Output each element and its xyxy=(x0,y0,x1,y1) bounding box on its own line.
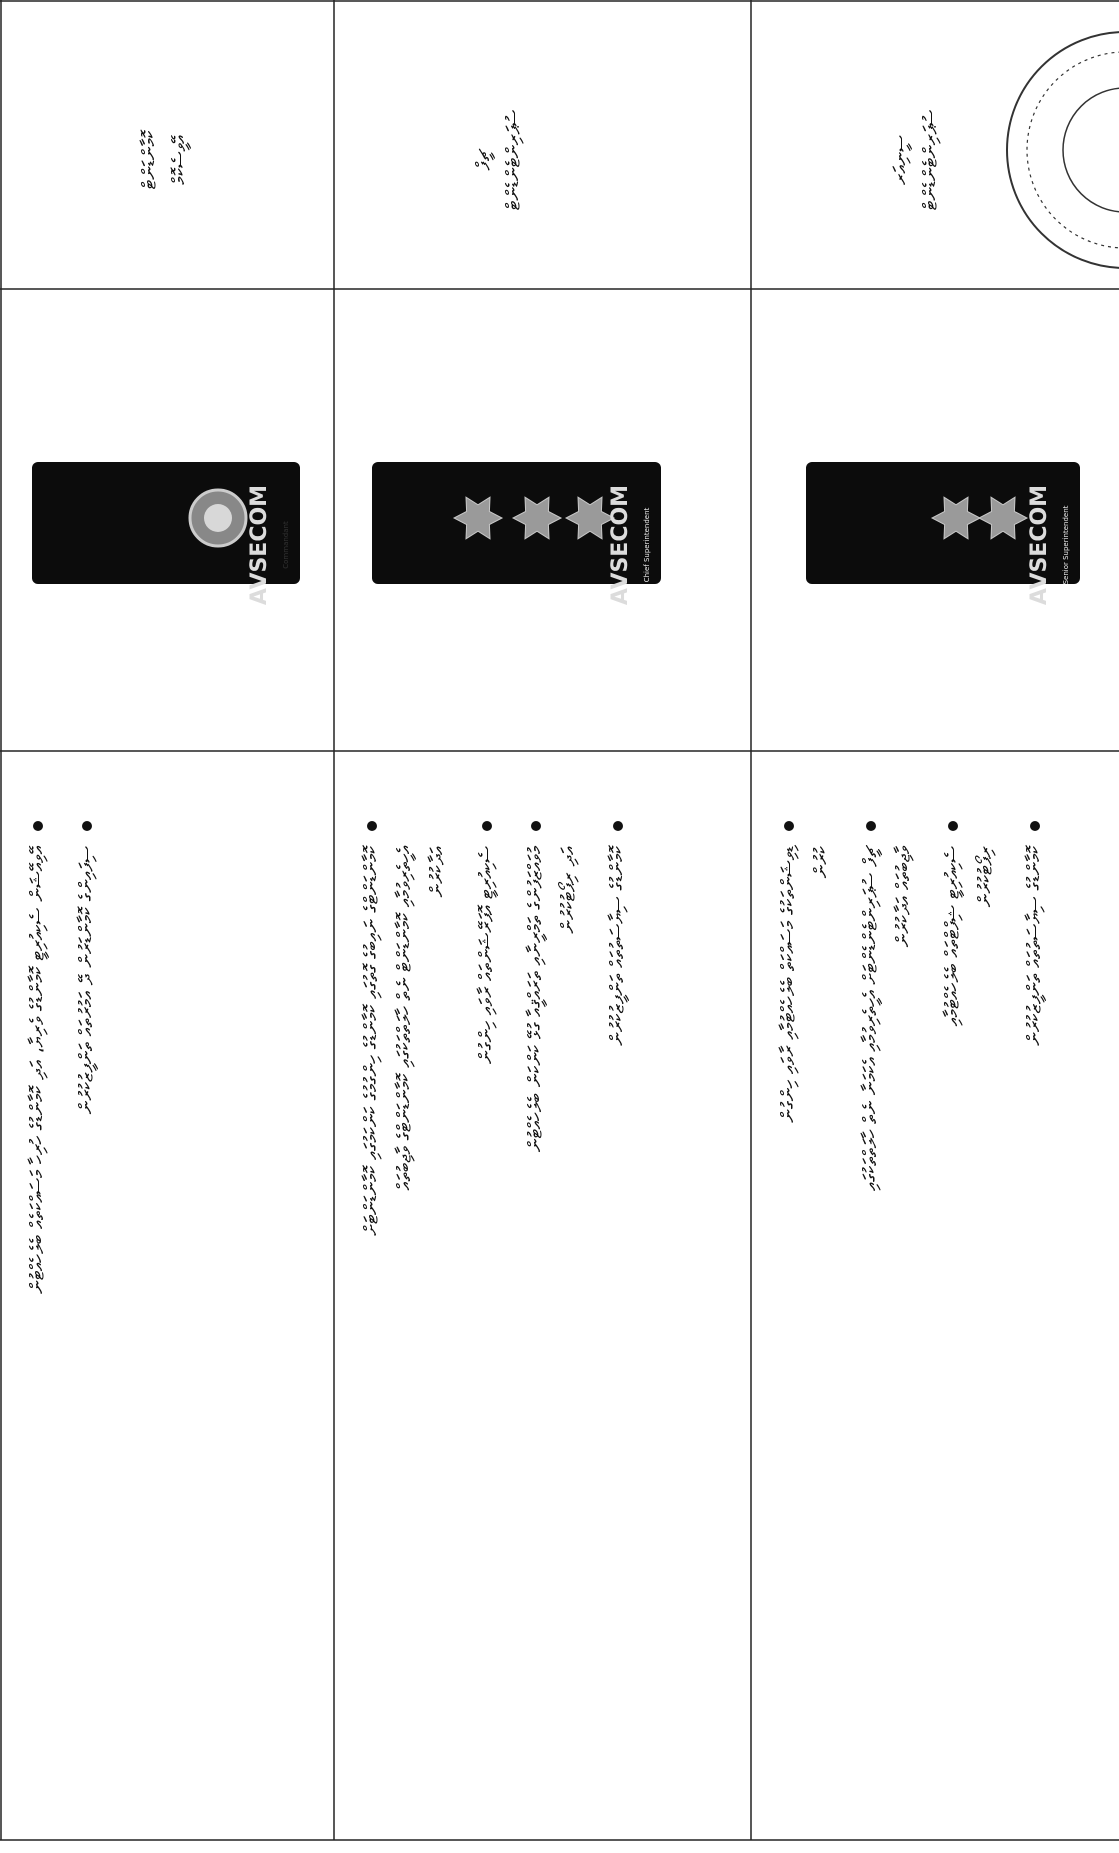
epaulette xyxy=(372,462,661,584)
duty-text: ވާޖިބުތައް އަދާކުރުން xyxy=(893,845,915,947)
duty-text: އަދި ރިޕޯޓުކުރުން xyxy=(558,846,580,934)
insignia-caption: Senior Superintendent xyxy=(1062,505,1070,584)
duty-text: އޭވިއޭޝަން ސެކިއުރިޓީ ކޮމާންޑުގެ ވެރިޔާ،… xyxy=(27,845,50,1294)
duty-text: ސިފައިންގެ ކޮމާންޑަރުން ދޭ އަމުރުތައް ތަ… xyxy=(76,846,99,1114)
duty-text: ސެކިއުރިޓީ އޮޕަރޭޝަންތައް ރާވައި ހިންގުނ… xyxy=(476,846,499,1064)
bullet xyxy=(531,821,541,831)
insignia xyxy=(806,462,1080,584)
rank-name: އޭވީސެކޮމް xyxy=(169,134,192,184)
bullet xyxy=(784,821,794,831)
rank-name: ކޮމާންޑަންޓް xyxy=(139,129,161,189)
duty-text: ޑިވިޝަންތަކުގެ މަސައްކަތް ބެލެހެއްޓުމާއި… xyxy=(778,845,800,1123)
rank-name: ސުޕަރިންޓެންޑެންޓް xyxy=(920,109,942,210)
duty-text: ކޮމާންޑުގެ ސިޔާސަތުތައް ތަންފީޒުކުރުން xyxy=(1024,845,1047,1046)
duty-text: މުވައްޒަފުންގެ ތަމްރީނާއި ތަރައްޤީއާ ގުޅ… xyxy=(525,845,548,1152)
star xyxy=(511,496,563,540)
insignia-caption: Chief Superintendent xyxy=(643,507,651,582)
duty-text: ޗީފް ސުޕަރިންޓެންޑެންޓަށް އެހީތެރިވުމާއި… xyxy=(860,845,883,1191)
bullet xyxy=(948,821,958,831)
bullet xyxy=(866,821,876,831)
insignia xyxy=(32,462,300,584)
bullet xyxy=(613,821,623,831)
insignia xyxy=(372,462,661,584)
duty-text: އަދާކުރުން xyxy=(427,846,449,898)
insignia-caption: Commandant xyxy=(282,521,290,569)
duty-text: ކޮމާންޑުގެ ސިޔާސަތުތައް ތަންފީޒުކުރުން xyxy=(607,845,630,1046)
bullet xyxy=(482,821,492,831)
rank-name: ސީނިއަރ xyxy=(890,135,913,185)
epaulette xyxy=(32,462,300,584)
insignia-logo: AVSECOM xyxy=(608,485,633,605)
insignia-logo: AVSECOM xyxy=(1027,485,1052,605)
rank-name: ސުޕަރިންޓެންޑެންޓް xyxy=(503,109,525,210)
bullet xyxy=(367,821,377,831)
seal xyxy=(1006,31,1119,269)
insignia-logo: AVSECOM xyxy=(247,485,272,605)
star xyxy=(977,496,1029,540)
duty-text: އެހީތެރިވުމާއި ކޮމާންޑަންޓް ނެތް ހާލަތްތ… xyxy=(394,845,417,1190)
bullet xyxy=(1030,821,1040,831)
emblem-core xyxy=(204,504,232,532)
star xyxy=(930,496,982,540)
duty-text: ސެކިއުރިޓީ ޝިފްޓްތައް ބެލެހެއްޓުމާއި xyxy=(942,846,965,1027)
star xyxy=(452,496,504,540)
duty-text: ރިޕޯޓުކުރުން xyxy=(975,846,997,907)
star xyxy=(564,496,616,540)
duty-text: ކޮމާންޑަންޓްގެ ނައިބުގެ ގޮތުގައި ކޮމާންޑ… xyxy=(361,845,383,1236)
rank-name: ޗީފް xyxy=(473,148,496,170)
bullet xyxy=(33,821,43,831)
duty-text: ކުރުން xyxy=(811,846,833,878)
bullet xyxy=(82,821,92,831)
